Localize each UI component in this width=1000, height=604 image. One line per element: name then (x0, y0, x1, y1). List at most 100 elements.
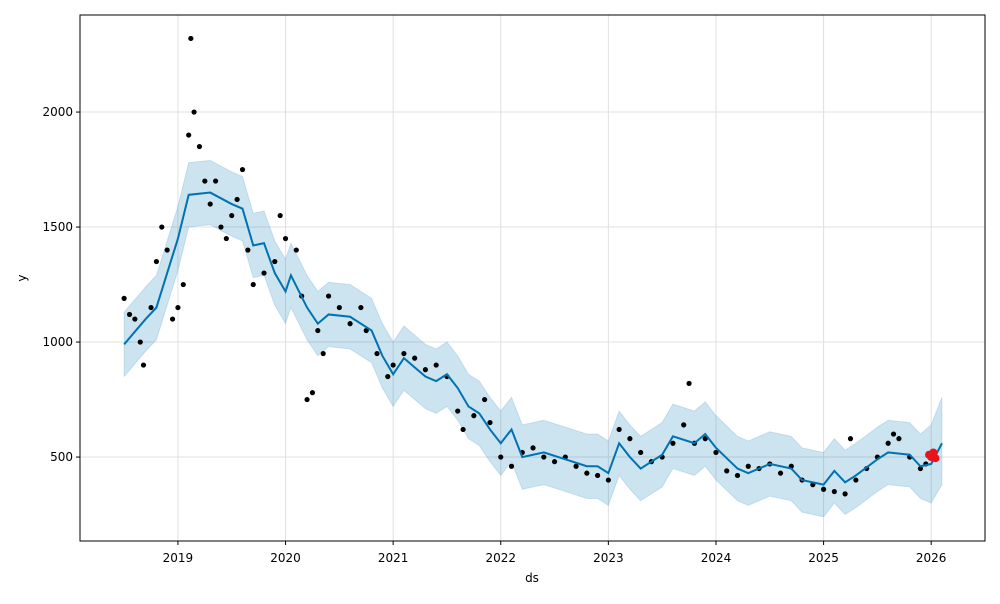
x-axis-label: ds (525, 571, 539, 585)
observed-point (137, 339, 143, 345)
observed-point (358, 304, 364, 311)
observed-point (745, 463, 751, 469)
observed-point (638, 449, 644, 456)
axes-frame (79, 14, 986, 542)
observed-point (121, 295, 127, 301)
observed-point (734, 472, 741, 479)
observed-point (126, 311, 133, 318)
x-tick-label: 2023 (593, 551, 624, 565)
observed-point (207, 201, 213, 207)
forecast-line (123, 191, 943, 486)
observed-point (148, 304, 154, 311)
observed-point (325, 293, 332, 299)
observed-point (460, 426, 466, 433)
observed-point (196, 143, 203, 150)
observed-point (551, 459, 558, 465)
observed-point (374, 350, 380, 357)
observed-point (724, 468, 730, 474)
observed-point (390, 362, 396, 368)
observed-point (482, 396, 488, 403)
x-tick-label: 2020 (270, 551, 301, 565)
observed-point (277, 212, 283, 219)
observed-point (471, 413, 477, 419)
observed-point (140, 362, 147, 368)
observed-point (363, 327, 369, 334)
observed-point (433, 362, 439, 368)
observed-point (336, 304, 342, 311)
observed-point (212, 178, 219, 184)
y-tick-label: 1500 (42, 220, 73, 234)
observed-point (229, 212, 235, 219)
observed-point (853, 477, 859, 483)
observed-point (498, 454, 504, 460)
y-tick-label: 500 (50, 450, 73, 464)
x-tick-label: 2025 (808, 551, 839, 565)
x-tick-label: 2024 (701, 551, 732, 565)
observed-point (202, 178, 208, 184)
observed-point (272, 258, 278, 265)
observed-point (917, 465, 924, 472)
x-tick-label: 2022 (485, 551, 516, 565)
observed-point (191, 109, 197, 115)
observed-point (896, 436, 902, 442)
y-tick-label: 1000 (42, 335, 73, 349)
observed-point (347, 321, 353, 327)
observed-point (188, 35, 194, 42)
observed-point (541, 454, 547, 460)
observed-point (713, 449, 719, 456)
x-tick-label: 2026 (916, 551, 947, 565)
x-tick-label: 2021 (378, 551, 409, 565)
observed-point (686, 380, 692, 387)
observed-point (605, 477, 611, 483)
observed-point (455, 408, 461, 414)
observed-point (777, 470, 784, 476)
observed-point (293, 247, 299, 253)
observed-point (595, 472, 601, 479)
observed-point (385, 373, 391, 380)
observed-point (627, 436, 633, 442)
recent-point (931, 454, 940, 463)
observed-point (412, 355, 418, 361)
observed-point (186, 132, 192, 138)
observed-point (820, 486, 827, 492)
observed-point (245, 247, 251, 253)
observed-point (261, 270, 267, 276)
observed-point (175, 304, 181, 311)
observed-point (309, 390, 316, 396)
observed-point (169, 316, 176, 322)
observed-point (304, 396, 310, 403)
observed-point (831, 488, 837, 495)
observed-point (890, 431, 897, 437)
observed-point (234, 196, 240, 203)
observed-point (847, 436, 854, 442)
observed-point (132, 316, 138, 322)
observed-point (616, 426, 622, 433)
observed-point (153, 258, 160, 265)
y-tick-label: 2000 (42, 105, 73, 119)
observed-point (487, 419, 493, 426)
observed-point (250, 281, 256, 288)
observed-point (530, 445, 536, 451)
observed-point (681, 422, 687, 428)
observed-point (159, 224, 165, 230)
observed-point (842, 491, 848, 497)
observed-point (239, 166, 246, 173)
observed-point (320, 350, 326, 357)
y-axis-label: y (15, 274, 29, 281)
axes: 2019 2020 2021 2022 2023 2024 2025 2026 500 1000 1… (42, 105, 946, 565)
observed-point (218, 224, 224, 230)
observed-point (282, 235, 289, 242)
plot-area (121, 35, 943, 518)
observed-point (223, 235, 229, 242)
observed-point (584, 470, 590, 476)
observed-point (508, 463, 515, 469)
observed-point (422, 367, 429, 373)
grid (80, 15, 985, 541)
observed-point (702, 436, 708, 442)
observed-point (401, 350, 407, 357)
observed-point (315, 327, 321, 334)
observed-point (670, 440, 676, 446)
